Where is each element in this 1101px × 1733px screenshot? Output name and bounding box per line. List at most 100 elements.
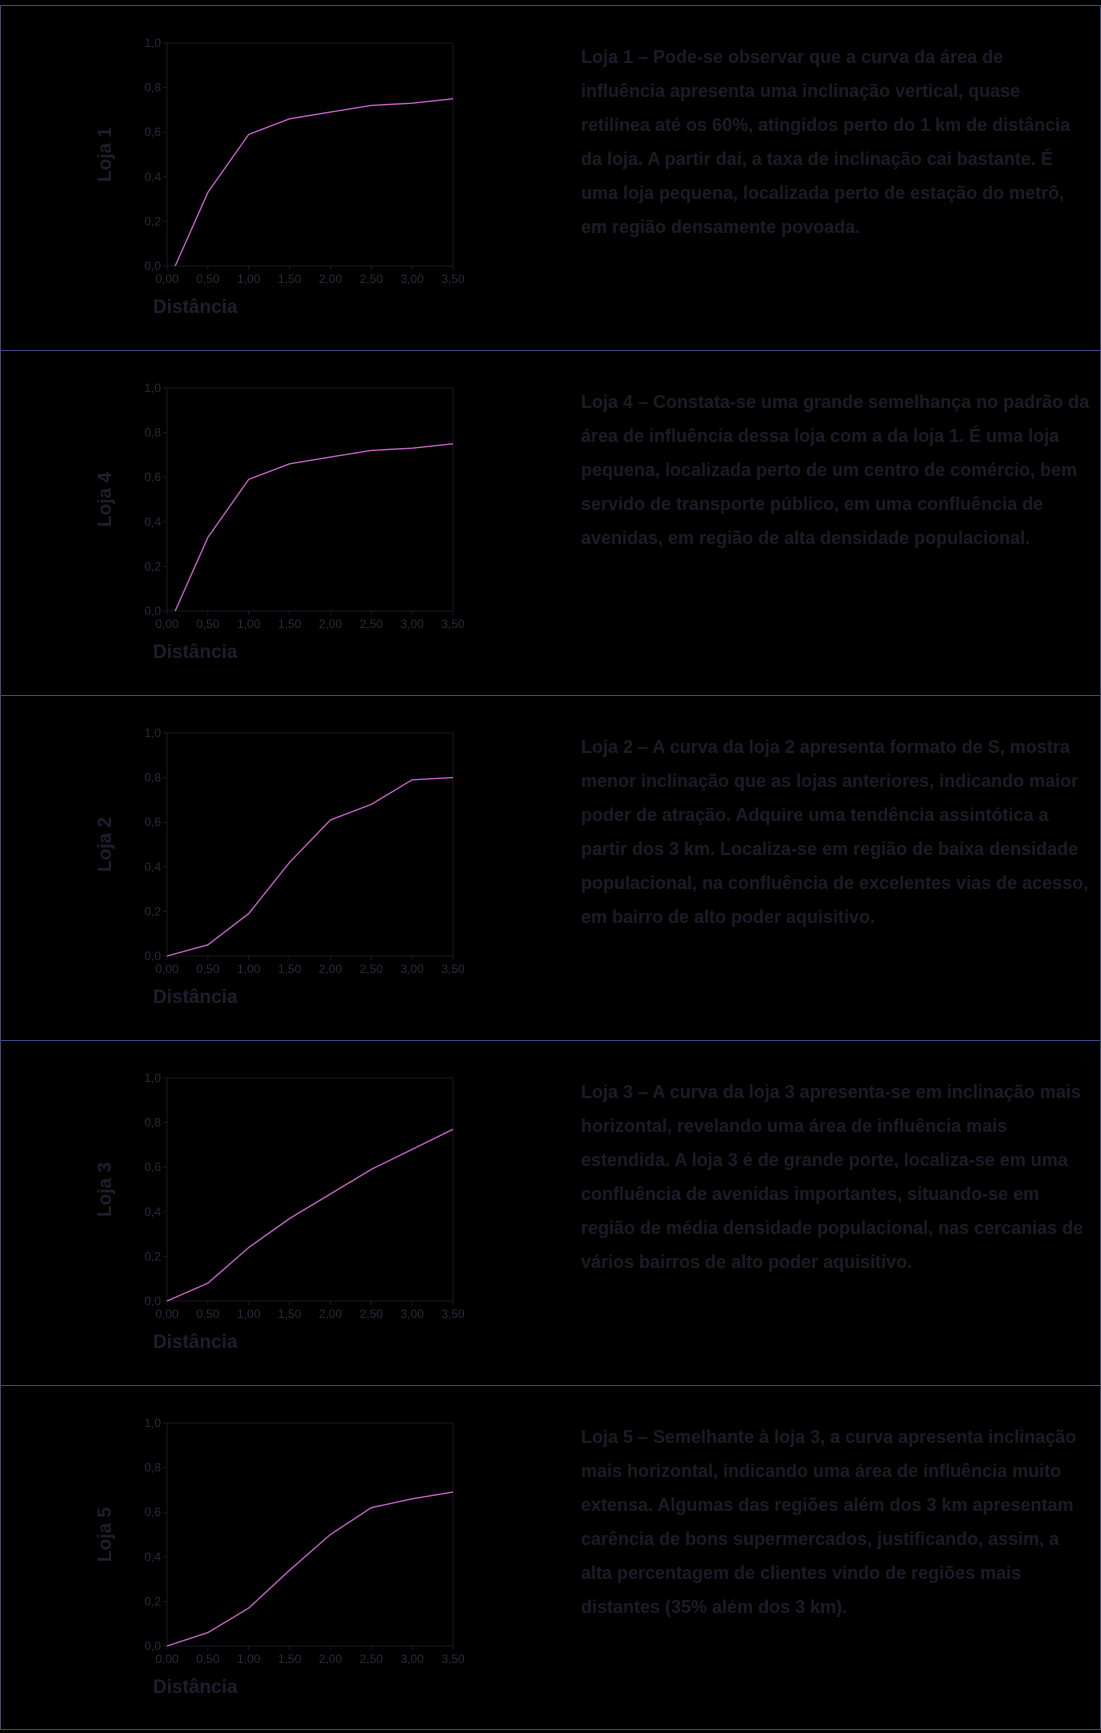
x-tick-label: 1,00 (237, 272, 261, 286)
y-tick-label: 0,8 (144, 81, 161, 95)
y-axis-label: Loja 5 (95, 1507, 116, 1562)
y-tick-label: 0,0 (144, 1294, 161, 1308)
y-tick-label: 0,8 (144, 1461, 161, 1475)
plot-area (166, 387, 454, 612)
x-tick-label: 0,00 (155, 1652, 179, 1666)
series-line (166, 776, 454, 957)
chart-panel-loja-3: 0,0 0,2 0,4 0,6 0,8 1,0 0,00 0,50 1,00 1,50 2,00 2,… (0, 1040, 1101, 1385)
y-tick-label: 1,0 (144, 1071, 161, 1085)
y-tick-label: 0,6 (144, 470, 161, 484)
y-tick-label: 0,8 (144, 1116, 161, 1130)
x-axis-label: Distância (153, 1332, 238, 1353)
line-chart-loja-4: 0,0 0,2 0,4 0,6 0,8 1,0 0,00 0,50 1,00 1,50 2,00 2,… (95, 381, 465, 663)
x-tick-label: 0,00 (155, 617, 179, 631)
y-tick-label: 0,6 (144, 125, 161, 139)
description-loja-4: Loja 4 – Constata-se uma grande semelhan… (581, 392, 1090, 548)
x-tick-label: 1,00 (237, 962, 261, 976)
x-tick-label: 1,00 (237, 1307, 261, 1321)
x-tick-label: 0,00 (155, 962, 179, 976)
x-tick-label: 2,50 (360, 962, 384, 976)
x-tick-label: 0,50 (196, 1307, 220, 1321)
x-tick-label: 3,00 (400, 272, 424, 286)
y-tick-label: 0,8 (144, 426, 161, 440)
x-tick-label: 3,50 (441, 272, 465, 286)
chart-panel-loja-4: 0,0 0,2 0,4 0,6 0,8 1,0 0,00 0,50 1,00 1,50 2,00 2,… (0, 350, 1101, 695)
x-tick-label: 2,00 (319, 617, 343, 631)
plot-area (166, 1422, 454, 1647)
y-tick-label: 0,4 (144, 1205, 161, 1219)
x-tick-label: 3,00 (400, 1307, 424, 1321)
y-tick-label: 0,8 (144, 771, 161, 785)
description-loja-5: Loja 5 – Semelhante à loja 3, a curva ap… (581, 1427, 1077, 1617)
x-tick-label: 1,00 (237, 1652, 261, 1666)
description-loja-1: Loja 1 – Pode-se observar que a curva da… (581, 47, 1071, 237)
y-tick-label: 0,6 (144, 1160, 161, 1174)
y-tick-label: 0,2 (144, 1249, 161, 1263)
x-axis-label: Distância (153, 297, 238, 318)
y-tick-label: 0,0 (144, 259, 161, 273)
x-tick-label: 1,50 (278, 962, 302, 976)
series-line (166, 1128, 454, 1302)
x-tick-label: 2,50 (360, 1652, 384, 1666)
y-tick-label: 0,4 (144, 860, 161, 874)
description-loja-3: Loja 3 – A curva da loja 3 apresenta-se … (581, 1082, 1084, 1272)
chart-panel-loja-1: 0,0 0,2 0,4 0,6 0,8 1,0 0,00 0,50 1,00 1,50 2,00 2,… (0, 5, 1101, 350)
y-axis-label: Loja 2 (95, 817, 116, 872)
plot-area (166, 732, 454, 957)
x-axis-label: Distância (153, 987, 238, 1008)
series-line (166, 1491, 454, 1647)
y-tick-label: 0,0 (144, 604, 161, 618)
x-tick-label: 2,00 (319, 1652, 343, 1666)
x-tick-label: 0,50 (196, 1652, 220, 1666)
y-tick-label: 1,0 (144, 36, 161, 50)
plot-area (166, 42, 454, 267)
y-tick-label: 0,6 (144, 815, 161, 829)
y-tick-label: 0,0 (144, 1639, 161, 1653)
y-tick-label: 0,6 (144, 1505, 161, 1519)
x-tick-label: 3,50 (441, 962, 465, 976)
x-axis-label: Distância (153, 1677, 238, 1698)
y-axis-label: Loja 1 (95, 127, 116, 182)
y-tick-label: 0,4 (144, 1550, 161, 1564)
x-tick-label: 2,50 (360, 617, 384, 631)
x-tick-label: 2,50 (360, 272, 384, 286)
series-line (174, 443, 454, 612)
x-tick-label: 3,00 (400, 962, 424, 976)
y-tick-label: 0,4 (144, 515, 161, 529)
line-chart-loja-3: 0,0 0,2 0,4 0,6 0,8 1,0 0,00 0,50 1,00 1,50 2,00 2,… (95, 1071, 465, 1353)
chart-panel-loja-5: 0,0 0,2 0,4 0,6 0,8 1,0 0,00 0,50 1,00 1,50 2,00 2,… (0, 1385, 1101, 1730)
x-tick-label: 1,50 (278, 617, 302, 631)
x-tick-label: 0,00 (155, 272, 179, 286)
y-tick-label: 0,2 (144, 559, 161, 573)
y-tick-label: 0,0 (144, 949, 161, 963)
line-chart-loja-1: 0,0 0,2 0,4 0,6 0,8 1,0 0,00 0,50 1,00 1,50 2,00 2,… (95, 36, 465, 318)
line-chart-loja-5: 0,0 0,2 0,4 0,6 0,8 1,0 0,00 0,50 1,00 1,50 2,00 2,… (95, 1416, 465, 1698)
x-tick-label: 0,50 (196, 272, 220, 286)
y-tick-label: 0,2 (144, 1594, 161, 1608)
x-tick-label: 0,50 (196, 617, 220, 631)
x-tick-label: 1,00 (237, 617, 261, 631)
x-tick-label: 1,50 (278, 1307, 302, 1321)
x-tick-label: 1,50 (278, 1652, 302, 1666)
y-tick-label: 1,0 (144, 726, 161, 740)
y-axis-label: Loja 4 (95, 472, 116, 527)
y-tick-label: 0,4 (144, 170, 161, 184)
x-tick-label: 0,00 (155, 1307, 179, 1321)
x-axis-label: Distância (153, 642, 238, 663)
x-tick-label: 2,00 (319, 1307, 343, 1321)
y-tick-label: 0,2 (144, 214, 161, 228)
description-loja-2: Loja 2 – A curva da loja 2 apresenta for… (581, 737, 1089, 927)
x-tick-label: 1,50 (278, 272, 302, 286)
y-axis-label: Loja 3 (95, 1162, 116, 1217)
x-tick-label: 3,50 (441, 617, 465, 631)
x-tick-label: 3,00 (400, 1652, 424, 1666)
y-tick-label: 1,0 (144, 381, 161, 395)
series-line (174, 98, 454, 267)
line-chart-loja-2: 0,0 0,2 0,4 0,6 0,8 1,0 0,00 0,50 1,00 1,50 2,00 2,… (95, 726, 465, 1008)
y-tick-label: 0,2 (144, 904, 161, 918)
x-tick-label: 3,50 (441, 1307, 465, 1321)
chart-panel-loja-2: 0,0 0,2 0,4 0,6 0,8 1,0 0,00 0,50 1,00 1,50 2,00 2,… (0, 695, 1101, 1040)
y-tick-label: 1,0 (144, 1416, 161, 1430)
x-tick-label: 2,50 (360, 1307, 384, 1321)
